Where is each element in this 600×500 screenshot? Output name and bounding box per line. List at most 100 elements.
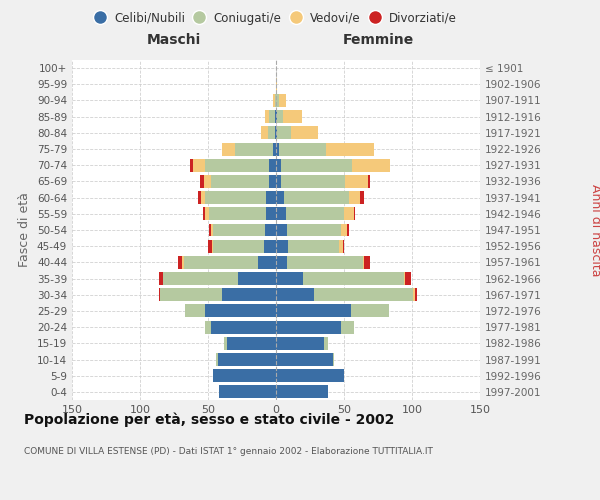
Bar <box>276 304 351 318</box>
Bar <box>163 272 238 285</box>
Bar <box>349 191 361 204</box>
Bar <box>413 288 415 301</box>
Text: Femmine: Femmine <box>343 33 413 47</box>
Bar <box>276 175 281 188</box>
Legend: Celibi/Nubili, Coniugati/e, Vedovi/e, Divorziati/e: Celibi/Nubili, Coniugati/e, Vedovi/e, Di… <box>92 8 460 28</box>
Bar <box>303 272 404 285</box>
Bar <box>276 272 303 285</box>
Bar <box>275 94 276 107</box>
Bar <box>276 369 344 382</box>
Bar <box>276 94 279 107</box>
Bar <box>343 240 344 252</box>
Bar <box>235 142 273 156</box>
Bar <box>364 256 370 269</box>
Bar <box>276 78 277 91</box>
Bar <box>333 353 334 366</box>
Bar <box>284 191 349 204</box>
Bar <box>214 369 276 382</box>
Bar <box>209 208 266 220</box>
Bar <box>363 256 364 269</box>
Bar <box>287 224 341 236</box>
Bar <box>351 304 389 318</box>
Bar <box>344 208 353 220</box>
Bar <box>286 208 344 220</box>
Bar <box>205 208 209 220</box>
Bar <box>269 175 276 188</box>
Bar <box>224 337 227 350</box>
Bar <box>291 126 318 140</box>
Bar <box>405 272 410 285</box>
Bar <box>276 337 323 350</box>
Bar <box>159 272 163 285</box>
Bar <box>159 288 160 301</box>
Bar <box>276 142 279 156</box>
Bar <box>265 224 276 236</box>
Text: COMUNE DI VILLA ESTENSE (PD) - Dati ISTAT 1° gennaio 2002 - Elaborazione TUTTITA: COMUNE DI VILLA ESTENSE (PD) - Dati ISTA… <box>24 448 433 456</box>
Bar <box>404 272 405 285</box>
Bar <box>338 240 343 252</box>
Bar <box>268 126 275 140</box>
Bar <box>277 126 291 140</box>
Bar <box>211 224 214 236</box>
Bar <box>276 159 281 172</box>
Bar <box>264 240 276 252</box>
Bar <box>178 256 182 269</box>
Bar <box>238 272 276 285</box>
Bar <box>353 208 355 220</box>
Bar <box>415 288 418 301</box>
Bar <box>368 175 370 188</box>
Bar <box>279 94 286 107</box>
Bar <box>184 256 259 269</box>
Y-axis label: Fasce di età: Fasce di età <box>19 192 31 268</box>
Bar <box>276 191 284 204</box>
Text: Anni di nascita: Anni di nascita <box>589 184 600 276</box>
Bar <box>275 126 276 140</box>
Bar <box>287 256 363 269</box>
Bar <box>281 175 346 188</box>
Bar <box>281 159 352 172</box>
Bar <box>283 110 302 123</box>
Bar <box>211 175 269 188</box>
Bar <box>273 94 275 107</box>
Bar <box>276 240 288 252</box>
Bar <box>261 126 268 140</box>
Bar <box>200 175 204 188</box>
Bar <box>276 256 287 269</box>
Bar <box>214 240 264 252</box>
Bar <box>277 110 283 123</box>
Bar <box>227 337 276 350</box>
Bar <box>276 208 286 220</box>
Bar <box>276 288 314 301</box>
Bar <box>276 353 333 366</box>
Bar <box>185 304 205 318</box>
Bar <box>347 224 349 236</box>
Bar <box>160 288 221 301</box>
Text: Popolazione per età, sesso e stato civile - 2002: Popolazione per età, sesso e stato civil… <box>24 412 394 427</box>
Bar <box>204 175 211 188</box>
Bar <box>203 208 205 220</box>
Bar <box>193 159 205 172</box>
Bar <box>265 110 269 123</box>
Bar <box>219 386 276 398</box>
Bar <box>201 191 205 204</box>
Bar <box>276 110 277 123</box>
Bar <box>214 224 265 236</box>
Bar <box>212 240 214 252</box>
Bar <box>266 208 276 220</box>
Bar <box>269 159 276 172</box>
Text: Maschi: Maschi <box>147 33 201 47</box>
Bar <box>276 126 277 140</box>
Bar <box>218 353 276 366</box>
Bar <box>276 224 287 236</box>
Bar <box>221 142 235 156</box>
Bar <box>346 175 368 188</box>
Bar <box>205 320 211 334</box>
Bar <box>341 224 347 236</box>
Bar <box>205 191 266 204</box>
Bar <box>190 159 193 172</box>
Bar <box>276 386 328 398</box>
Bar <box>314 288 413 301</box>
Bar <box>275 110 276 123</box>
Bar <box>208 240 212 252</box>
Bar <box>216 353 218 366</box>
